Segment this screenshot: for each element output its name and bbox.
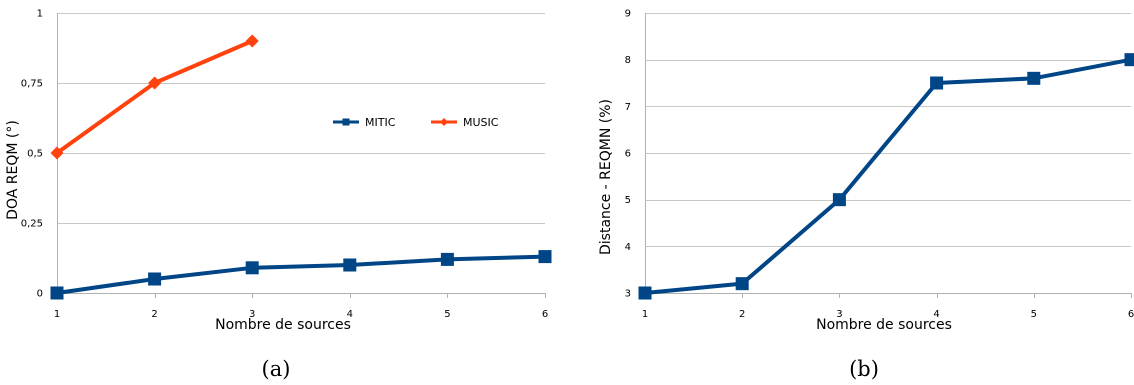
data-point-marker [50,146,64,160]
series-line-music [55,39,253,155]
data-point-marker [538,250,552,264]
x-tick-label: 4 [933,309,939,320]
x-axis-title: Nombre de sources [816,317,952,333]
x-tick-label: 2 [151,309,157,320]
legend-marker [440,118,448,126]
y-tick-label: 9 [625,9,631,20]
x-tick-label: 1 [642,309,648,320]
y-tick-label: 7 [625,102,631,113]
x-tick-label: 3 [249,309,255,320]
data-point-marker [245,261,259,275]
y-tick-label: 3 [625,289,631,300]
y-tick-label: 0,5 [27,149,43,160]
data-point-marker [832,193,846,207]
x-tick-label: 2 [739,309,745,320]
data-point-marker [735,277,749,291]
data-point-marker [930,76,944,90]
y-tick-label: 8 [625,55,631,66]
data-point-marker [440,252,454,266]
y-axis-title: Distance - REQMN (%) [598,99,614,255]
x-tick-label: 5 [1031,309,1037,320]
legend-label: MITIC [365,116,396,129]
chart-a: 0 0,25 0,5 0,75 1 1 2 3 4 5 6 MITIC MUSIC Nombre de s… [5,9,552,381]
data-point-marker [1027,71,1041,85]
x-tick-label: 6 [1128,309,1134,320]
series-line-mitic [56,254,546,295]
data-point-marker [638,286,652,300]
y-tick-label: 0,25 [21,219,43,230]
data-point-marker [343,258,357,272]
chart-b: 3 4 5 6 7 8 9 1 2 3 4 5 6 Nombre de sources Distance -… [598,9,1134,381]
y-tick-label: 0 [37,289,43,300]
data-point-marker [1124,53,1134,67]
x-tick-label: 4 [347,309,353,320]
data-point-marker [148,76,162,90]
data-point-marker [148,272,162,286]
y-tick-label: 1 [37,9,43,20]
legend-marker [342,118,350,126]
y-axis-title: DOA REQM (°) [5,120,21,220]
x-axis-title: Nombre de sources [215,317,351,333]
figure-caption: (b) [849,357,879,381]
figure-caption: (a) [262,357,291,381]
x-tick-label: 3 [836,309,842,320]
data-point-marker [245,34,259,48]
y-tick-label: 5 [625,195,631,206]
legend-label: MUSIC [463,116,499,129]
x-tick-label: 1 [54,309,60,320]
x-tick-label: 5 [444,309,450,320]
y-tick-label: 6 [625,149,631,160]
x-tick-label: 6 [542,309,548,320]
series-line-b [644,57,1132,295]
y-tick-label: 0,75 [21,79,43,90]
data-point-marker [50,286,64,300]
y-tick-label: 4 [625,242,631,253]
